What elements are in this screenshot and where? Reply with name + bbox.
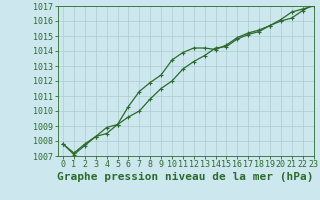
X-axis label: Graphe pression niveau de la mer (hPa): Graphe pression niveau de la mer (hPa) — [57, 172, 314, 182]
